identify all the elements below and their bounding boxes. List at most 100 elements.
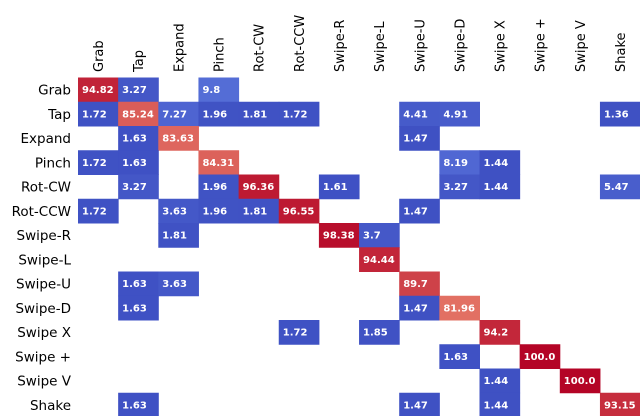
heatmap-cell [118, 126, 159, 151]
cell-value-label: 1.63 [122, 279, 147, 290]
row-tick-label: Swipe-L [18, 252, 71, 268]
heatmap-cell [399, 126, 440, 151]
column-tick-label: Swipe + [534, 18, 549, 72]
heatmap-cell [439, 101, 480, 127]
cell-value-label: 3.7 [363, 231, 381, 242]
cell-value-label: 1.47 [403, 400, 428, 411]
cell-value-label: 1.85 [363, 328, 388, 339]
heatmap-cell [439, 150, 480, 175]
cell-value-label: 1.63 [122, 158, 147, 169]
column-tick-label: Shake [614, 32, 629, 72]
cell-value-label: 7.27 [162, 109, 187, 120]
cell-value-label: 3.27 [443, 182, 468, 193]
cell-value-label: 96.55 [283, 206, 315, 217]
row-labels: Grab Tap Expand Pinch Rot-CW Rot-CCW Swipe-R Sw… [12, 83, 72, 414]
cell-value-label: 3.27 [122, 182, 147, 193]
heatmap-cell [118, 150, 159, 175]
cell-value-label: 1.47 [403, 134, 428, 145]
cell-value-label: 1.47 [403, 303, 428, 314]
cell-value-label: 85.24 [122, 109, 154, 120]
heatmap-cell [479, 150, 521, 175]
heatmap-cell [78, 77, 119, 103]
cell-value-label: 96.36 [243, 182, 275, 193]
heatmap-cell [78, 198, 119, 224]
cell-value-label: 4.41 [403, 109, 428, 120]
heatmap-cell [238, 198, 280, 224]
column-tick-label: Expand [172, 23, 187, 72]
heatmap-cell [198, 77, 240, 103]
heatmap-cell [198, 101, 240, 127]
cell-value-label: 1.44 [484, 182, 509, 193]
heatmap-cell [118, 101, 159, 127]
heatmap-cell [278, 320, 320, 345]
cell-value-label: 1.72 [283, 109, 308, 120]
heatmap-cell [238, 101, 280, 127]
heatmap-cells: 94.82 3.27 9.8 1.72 85.24 7.27 1.96 1.81 1.72 4.4… [78, 77, 640, 416]
heatmap-cell [399, 198, 440, 224]
cell-value-label: 3.63 [162, 279, 187, 290]
row-tick-label: Swipe + [15, 349, 71, 365]
heatmap-cell [158, 126, 199, 151]
heatmap-cell [479, 174, 521, 200]
heatmap-cell [318, 223, 360, 248]
heatmap-cell [359, 223, 400, 248]
heatmap-cell [78, 101, 119, 127]
row-tick-label: Rot-CW [21, 180, 71, 196]
row-tick-label: Swipe-D [15, 301, 71, 317]
row-tick-label: Rot-CCW [12, 204, 71, 220]
heatmap-cell [158, 223, 199, 248]
heatmap-cell [479, 368, 521, 394]
cell-value-label: 1.44 [484, 158, 509, 169]
cell-value-label: 1.96 [202, 109, 227, 120]
heatmap-cell [559, 368, 601, 394]
cell-value-label: 1.36 [604, 109, 629, 120]
cell-value-label: 1.81 [162, 231, 187, 242]
cell-value-label: 93.15 [604, 400, 636, 411]
cell-value-label: 1.63 [122, 134, 147, 145]
column-tick-label: Rot-CCW [293, 15, 308, 72]
column-tick-label: Tap [132, 50, 147, 73]
column-tick-label: Swipe-R [333, 20, 348, 72]
cell-value-label: 1.72 [82, 158, 107, 169]
cell-value-label: 3.27 [122, 85, 147, 96]
heatmap-cell [439, 174, 480, 200]
column-tick-label: Swipe-L [373, 21, 388, 72]
heatmap-cell [278, 101, 320, 127]
cell-value-label: 84.31 [202, 158, 234, 169]
heatmap-cell [359, 320, 400, 345]
cell-value-label: 4.91 [443, 109, 468, 120]
column-tick-label: Grab [92, 40, 107, 72]
row-tick-label: Swipe-R [17, 228, 72, 244]
cell-value-label: 1.63 [122, 303, 147, 314]
cell-value-label: 94.2 [484, 328, 509, 339]
heatmap-cell [479, 392, 521, 416]
heatmap-cell [198, 150, 240, 175]
cell-value-label: 94.44 [363, 255, 395, 266]
heatmap-cell [118, 77, 159, 103]
cell-value-label: 1.61 [323, 182, 348, 193]
heatmap-cell [318, 174, 360, 200]
cell-value-label: 1.81 [243, 109, 268, 120]
cell-value-label: 1.96 [202, 206, 227, 217]
heatmap-cell [118, 392, 159, 416]
cell-value-label: 89.7 [403, 279, 428, 290]
cell-value-label: 1.44 [484, 400, 509, 411]
heatmap-cell [479, 320, 521, 345]
column-tick-label: Swipe V [574, 20, 589, 72]
column-tick-label: Swipe X [494, 20, 509, 72]
row-tick-label: Tap [47, 107, 71, 123]
heatmap-cell [158, 198, 199, 224]
column-tick-label: Swipe-U [413, 19, 428, 72]
heatmap-cell [439, 295, 480, 321]
heatmap-cell [399, 392, 440, 416]
heatmap-cell [118, 295, 159, 321]
column-tick-label: Rot-CW [253, 24, 268, 72]
row-tick-label: Pinch [35, 155, 71, 171]
cell-value-label: 1.96 [202, 182, 227, 193]
heatmap-cell [399, 295, 440, 321]
cell-value-label: 3.63 [162, 206, 187, 217]
cell-value-label: 1.81 [243, 206, 268, 217]
heatmap-cell [118, 271, 159, 297]
cell-value-label: 1.63 [443, 352, 468, 363]
